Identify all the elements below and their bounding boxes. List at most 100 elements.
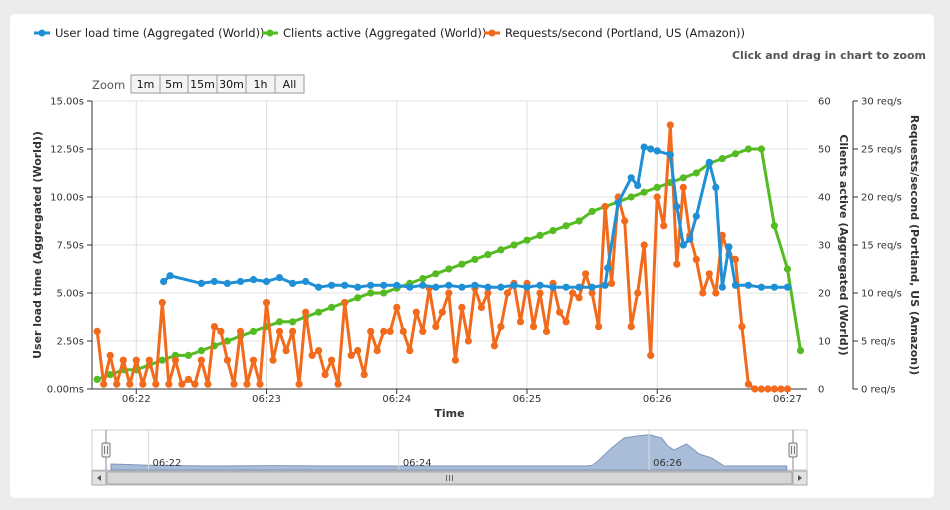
data-point bbox=[705, 158, 713, 166]
navigator-handle-right[interactable] bbox=[788, 430, 798, 470]
data-point bbox=[523, 283, 531, 291]
data-point bbox=[197, 279, 205, 287]
scrollbar-left-arrow-button[interactable] bbox=[91, 470, 107, 486]
data-point bbox=[601, 281, 609, 289]
data-point bbox=[497, 283, 505, 291]
data-point bbox=[503, 289, 512, 297]
navigator-handle-left[interactable] bbox=[101, 430, 111, 470]
navigator[interactable]: 06:22 06:24 06:26 bbox=[91, 429, 808, 486]
y-tick-label-mid: 40 bbox=[818, 193, 831, 204]
zoom-button-All[interactable]: All bbox=[274, 74, 305, 94]
zoom-button-1h[interactable]: 1h bbox=[245, 74, 276, 94]
y-tick-label-left: 10.00s bbox=[50, 193, 84, 204]
y-tick-label-right: 0 req/s bbox=[861, 385, 896, 396]
data-point bbox=[308, 351, 316, 359]
y-axis-title-mid: Clients active (Aggregated (World)) bbox=[837, 134, 850, 355]
zoom-button-1m[interactable]: 1m bbox=[130, 74, 161, 94]
y-axis-title-left: User load time (Aggregated (World)) bbox=[31, 131, 44, 359]
y-tick-label-right: 10 req/s bbox=[861, 289, 902, 300]
data-point bbox=[445, 281, 453, 289]
zoom-button-15m[interactable]: 15m bbox=[187, 74, 218, 94]
y-axis-title-right: Requests/second (Portland, US (Amazon)) bbox=[908, 115, 921, 375]
data-point bbox=[275, 274, 284, 282]
navigator-scrollbar[interactable] bbox=[91, 470, 808, 486]
data-point bbox=[458, 283, 466, 291]
x-axis-title: Time bbox=[434, 407, 464, 420]
data-point bbox=[725, 243, 733, 251]
data-point bbox=[289, 327, 297, 335]
zoom-button-5m[interactable]: 5m bbox=[159, 74, 189, 94]
data-point bbox=[549, 227, 557, 235]
y-tick-label-left: 0.00ms bbox=[47, 385, 84, 396]
zoom-label: Zoom bbox=[92, 78, 125, 92]
data-point bbox=[445, 289, 453, 297]
data-point bbox=[458, 303, 466, 311]
data-point bbox=[158, 299, 166, 307]
data-point bbox=[315, 308, 323, 316]
data-point bbox=[289, 279, 297, 287]
navigator-tick-label: 06:22 bbox=[153, 458, 182, 469]
data-point bbox=[262, 277, 271, 286]
data-point bbox=[373, 347, 381, 355]
data-point bbox=[770, 283, 779, 291]
scrollbar-right-arrow-button[interactable] bbox=[792, 470, 808, 486]
data-point bbox=[269, 356, 277, 364]
data-point bbox=[549, 283, 557, 291]
zoom-button-bg bbox=[274, 74, 305, 94]
zoom-button-30m[interactable]: 30m bbox=[216, 74, 247, 94]
data-point bbox=[197, 356, 205, 364]
series-2 bbox=[93, 145, 805, 383]
data-point bbox=[712, 289, 720, 297]
data-point bbox=[412, 308, 420, 316]
data-point bbox=[106, 351, 114, 359]
data-point bbox=[601, 203, 609, 211]
data-point bbox=[406, 283, 414, 291]
data-point bbox=[458, 260, 466, 268]
x-tick-label: 06:23 bbox=[252, 394, 281, 405]
data-point bbox=[191, 380, 199, 388]
data-point bbox=[380, 281, 388, 289]
data-point bbox=[484, 289, 492, 297]
data-point bbox=[757, 283, 766, 291]
legend-item-2[interactable]: Clients active (Aggregated (World)) bbox=[262, 26, 486, 40]
data-point bbox=[347, 351, 355, 359]
data-point bbox=[223, 279, 231, 287]
data-point bbox=[451, 356, 459, 364]
data-point bbox=[321, 371, 329, 379]
scrollbar-thumb[interactable] bbox=[106, 471, 793, 485]
data-point bbox=[770, 385, 779, 393]
data-point bbox=[608, 279, 616, 287]
navigator-area bbox=[110, 434, 788, 471]
data-point bbox=[230, 380, 238, 388]
legend-item-3[interactable]: Requests/second (Portland, US (Amazon)) bbox=[484, 26, 745, 40]
y-tick-label-mid: 10 bbox=[818, 337, 831, 348]
legend-item-1[interactable]: User load time (Aggregated (World)) bbox=[34, 26, 265, 40]
handle-grip bbox=[788, 442, 798, 458]
data-point bbox=[653, 147, 661, 155]
data-point bbox=[653, 193, 661, 201]
zoom-button-label: All bbox=[283, 78, 297, 91]
data-point bbox=[634, 181, 642, 190]
legend-label: Clients active (Aggregated (World)) bbox=[283, 26, 486, 40]
data-point bbox=[184, 351, 192, 359]
chevron-left-icon bbox=[97, 475, 101, 481]
data-point bbox=[126, 380, 134, 388]
data-point bbox=[582, 270, 590, 278]
chevron-right-icon bbox=[798, 475, 802, 481]
data-point bbox=[777, 385, 785, 393]
data-point bbox=[132, 356, 140, 364]
data-point bbox=[666, 121, 674, 129]
data-point bbox=[223, 337, 231, 345]
data-point bbox=[770, 222, 779, 230]
y-tick-label-right: 30 req/s bbox=[861, 97, 902, 108]
data-point bbox=[275, 318, 284, 326]
data-point bbox=[692, 255, 700, 263]
data-point bbox=[145, 356, 153, 364]
data-point bbox=[438, 308, 446, 316]
x-tick-label: 06:27 bbox=[773, 394, 802, 405]
y-tick-label-right: 25 req/s bbox=[861, 145, 902, 156]
data-point bbox=[510, 281, 518, 289]
data-point bbox=[295, 380, 303, 388]
data-point bbox=[93, 327, 101, 335]
